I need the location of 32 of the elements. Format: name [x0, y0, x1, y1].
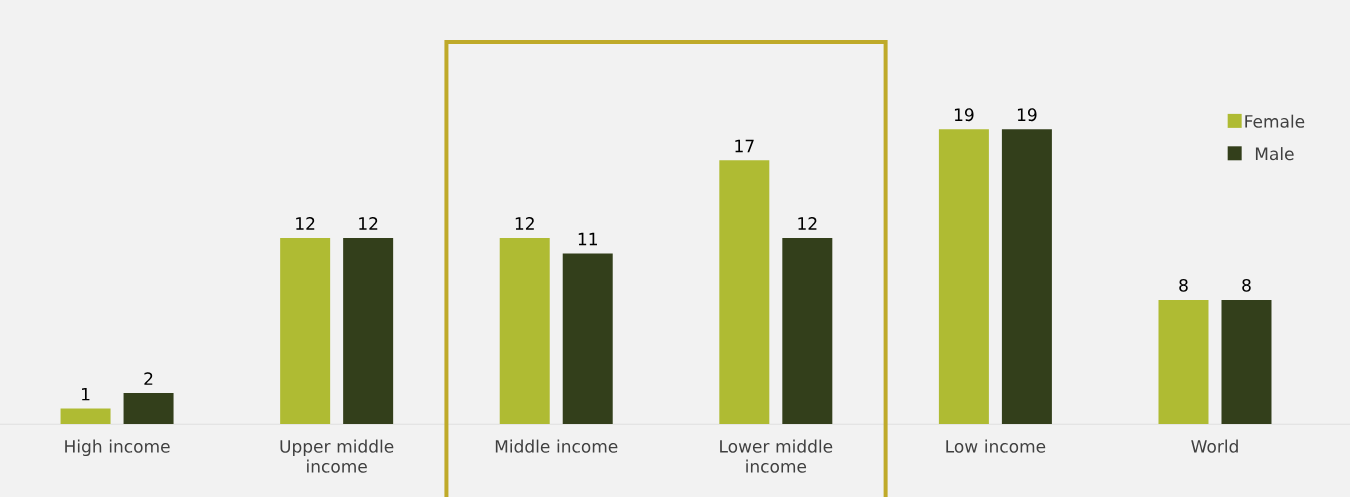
- x-tick-label: Low income: [946, 439, 1046, 453]
- bar: [343, 237, 394, 425]
- data-label: 1: [82, 387, 90, 401]
- bar: [719, 160, 770, 425]
- data-label: 19: [1017, 108, 1037, 122]
- data-label: 12: [798, 217, 817, 230]
- data-label: 17: [735, 139, 754, 153]
- x-tick-label: High income: [65, 439, 170, 457]
- data-label: 12: [515, 217, 534, 230]
- bar: [1001, 129, 1052, 425]
- bar: [1221, 299, 1272, 425]
- bar: [562, 253, 613, 425]
- legend-label: Female: [1245, 114, 1305, 128]
- bar: [60, 408, 111, 425]
- data-label: 8: [1179, 278, 1188, 292]
- bar: [499, 237, 550, 425]
- bar: [280, 237, 331, 425]
- data-label: 19: [954, 108, 974, 122]
- legend-label: Male: [1255, 147, 1294, 161]
- data-label: 12: [359, 217, 378, 230]
- bar: [938, 129, 989, 425]
- x-tick-label: Middle income: [495, 439, 618, 453]
- data-label: 11: [578, 232, 597, 246]
- data-label: 2: [144, 372, 153, 385]
- bar: [123, 393, 174, 425]
- x-tick-label: Upper middle income: [280, 439, 394, 473]
- x-tick-label: Lower middle income: [720, 439, 833, 473]
- bar: [782, 237, 833, 425]
- bar: [1158, 299, 1209, 425]
- data-label: 8: [1242, 278, 1251, 292]
- data-label: 12: [296, 217, 315, 230]
- x-tick-label: World: [1191, 439, 1238, 453]
